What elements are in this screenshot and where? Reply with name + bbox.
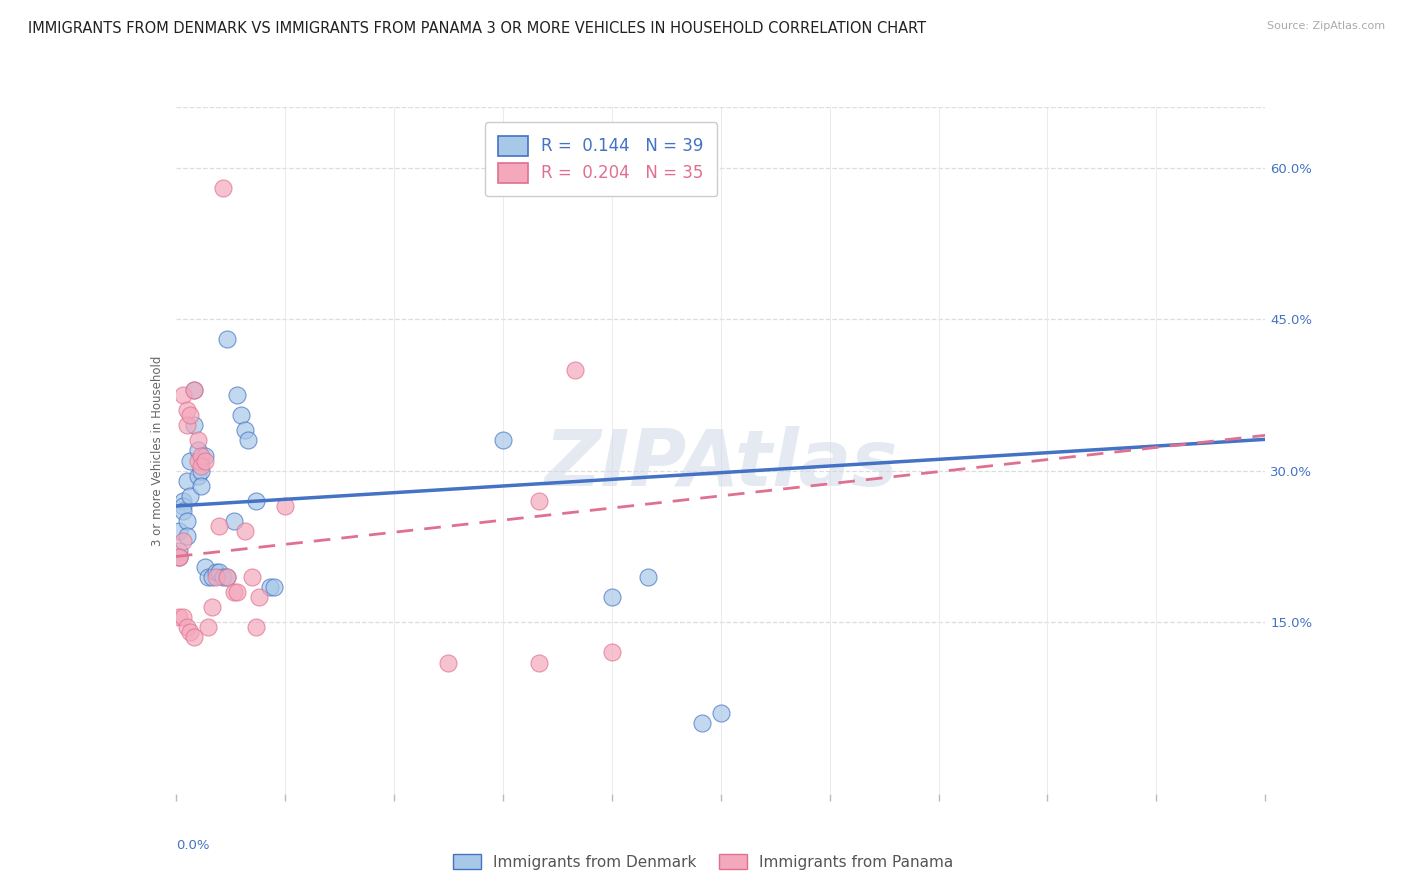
Point bbox=[169, 549, 191, 564]
Point bbox=[212, 181, 235, 195]
Point bbox=[194, 449, 217, 463]
Point bbox=[710, 706, 733, 720]
Point bbox=[231, 408, 253, 422]
Point bbox=[183, 383, 205, 397]
Point bbox=[600, 590, 623, 604]
Point bbox=[179, 489, 201, 503]
Point bbox=[208, 565, 231, 579]
Point bbox=[222, 585, 245, 599]
Point bbox=[564, 362, 586, 376]
Point bbox=[492, 434, 515, 448]
Text: Source: ZipAtlas.com: Source: ZipAtlas.com bbox=[1267, 21, 1385, 30]
Y-axis label: 3 or more Vehicles in Household: 3 or more Vehicles in Household bbox=[150, 355, 165, 546]
Point bbox=[692, 716, 714, 731]
Point bbox=[240, 570, 263, 584]
Point bbox=[172, 499, 194, 513]
Point bbox=[179, 453, 201, 467]
Point bbox=[274, 499, 297, 513]
Point bbox=[194, 453, 217, 467]
Point bbox=[183, 418, 205, 433]
Text: ZIPAtlas: ZIPAtlas bbox=[544, 426, 897, 502]
Point bbox=[169, 610, 191, 624]
Point bbox=[245, 620, 267, 634]
Point bbox=[172, 610, 194, 624]
Point bbox=[600, 645, 623, 659]
Point bbox=[190, 449, 212, 463]
Point bbox=[215, 570, 238, 584]
Point bbox=[197, 570, 219, 584]
Point bbox=[208, 519, 231, 533]
Point bbox=[169, 544, 191, 558]
Point bbox=[226, 585, 249, 599]
Point bbox=[186, 434, 209, 448]
Point bbox=[176, 474, 198, 488]
Point bbox=[169, 549, 191, 564]
Point bbox=[215, 332, 238, 346]
Point bbox=[263, 580, 285, 594]
Point bbox=[169, 524, 191, 539]
Point bbox=[247, 590, 270, 604]
Point bbox=[176, 529, 198, 543]
Point bbox=[190, 458, 212, 473]
Point bbox=[176, 403, 198, 417]
Point bbox=[222, 514, 245, 528]
Point bbox=[527, 656, 550, 670]
Legend: Immigrants from Denmark, Immigrants from Panama: Immigrants from Denmark, Immigrants from… bbox=[446, 846, 960, 877]
Point bbox=[215, 570, 238, 584]
Point bbox=[176, 620, 198, 634]
Point bbox=[238, 434, 260, 448]
Text: 0.0%: 0.0% bbox=[176, 838, 209, 852]
Point bbox=[212, 570, 235, 584]
Point bbox=[194, 559, 217, 574]
Point bbox=[437, 656, 460, 670]
Point bbox=[179, 408, 201, 422]
Point bbox=[527, 494, 550, 508]
Point bbox=[186, 468, 209, 483]
Point bbox=[201, 600, 224, 615]
Point bbox=[226, 388, 249, 402]
Text: IMMIGRANTS FROM DENMARK VS IMMIGRANTS FROM PANAMA 3 OR MORE VEHICLES IN HOUSEHOL: IMMIGRANTS FROM DENMARK VS IMMIGRANTS FR… bbox=[28, 21, 927, 36]
Point bbox=[259, 580, 281, 594]
Point bbox=[204, 565, 226, 579]
Point bbox=[186, 443, 209, 458]
Point bbox=[179, 625, 201, 640]
Point bbox=[176, 418, 198, 433]
Point bbox=[190, 464, 212, 478]
Point bbox=[172, 494, 194, 508]
Point bbox=[183, 630, 205, 644]
Point bbox=[233, 423, 256, 437]
Point bbox=[245, 494, 267, 508]
Point bbox=[172, 504, 194, 518]
Point bbox=[190, 479, 212, 493]
Point bbox=[186, 453, 209, 467]
Point bbox=[233, 524, 256, 539]
Point bbox=[201, 570, 224, 584]
Point bbox=[176, 514, 198, 528]
Point bbox=[172, 388, 194, 402]
Legend: R =  0.144   N = 39, R =  0.204   N = 35: R = 0.144 N = 39, R = 0.204 N = 35 bbox=[485, 122, 717, 196]
Point bbox=[197, 620, 219, 634]
Point bbox=[169, 549, 191, 564]
Point bbox=[204, 570, 226, 584]
Point bbox=[637, 570, 659, 584]
Point bbox=[183, 383, 205, 397]
Point bbox=[172, 534, 194, 549]
